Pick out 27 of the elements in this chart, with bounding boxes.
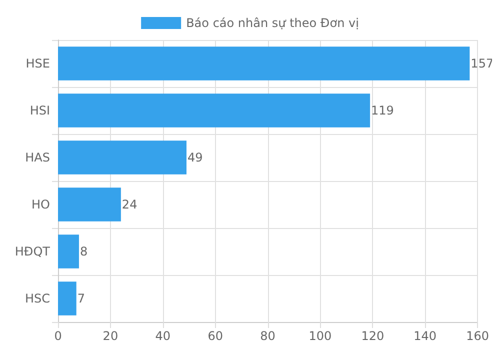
- x-tick-label: 140: [414, 329, 437, 343]
- x-tick-label: 160: [466, 329, 489, 343]
- y-tick-label: HAS: [25, 150, 50, 164]
- data-label: 119: [371, 104, 394, 118]
- x-tick-label: 20: [102, 329, 118, 343]
- y-tick-label: HSI: [30, 104, 50, 118]
- x-tick-label: 60: [208, 329, 223, 343]
- x-tick-label: 100: [308, 329, 332, 343]
- legend-label: Báo cáo nhân sự theo Đơn vị: [186, 16, 359, 30]
- y-tick-label: HSC: [24, 292, 50, 306]
- data-label: 24: [122, 198, 138, 212]
- bar: [58, 46, 470, 80]
- y-tick-label: HSE: [26, 56, 50, 70]
- x-tick-label: 80: [260, 329, 276, 343]
- x-tick-label: 120: [361, 329, 384, 343]
- bar: [58, 234, 79, 268]
- data-label: 49: [187, 150, 203, 164]
- bar: [58, 140, 186, 174]
- y-tick-label: HĐQT: [14, 244, 51, 258]
- data-label: 8: [80, 244, 88, 258]
- data-label: 7: [77, 292, 85, 306]
- y-tick-label: HO: [32, 198, 50, 212]
- bar: [58, 94, 370, 128]
- bar: [58, 188, 121, 222]
- bar: [58, 282, 76, 316]
- x-tick-label: 0: [54, 329, 62, 343]
- x-tick-label: 40: [155, 329, 171, 343]
